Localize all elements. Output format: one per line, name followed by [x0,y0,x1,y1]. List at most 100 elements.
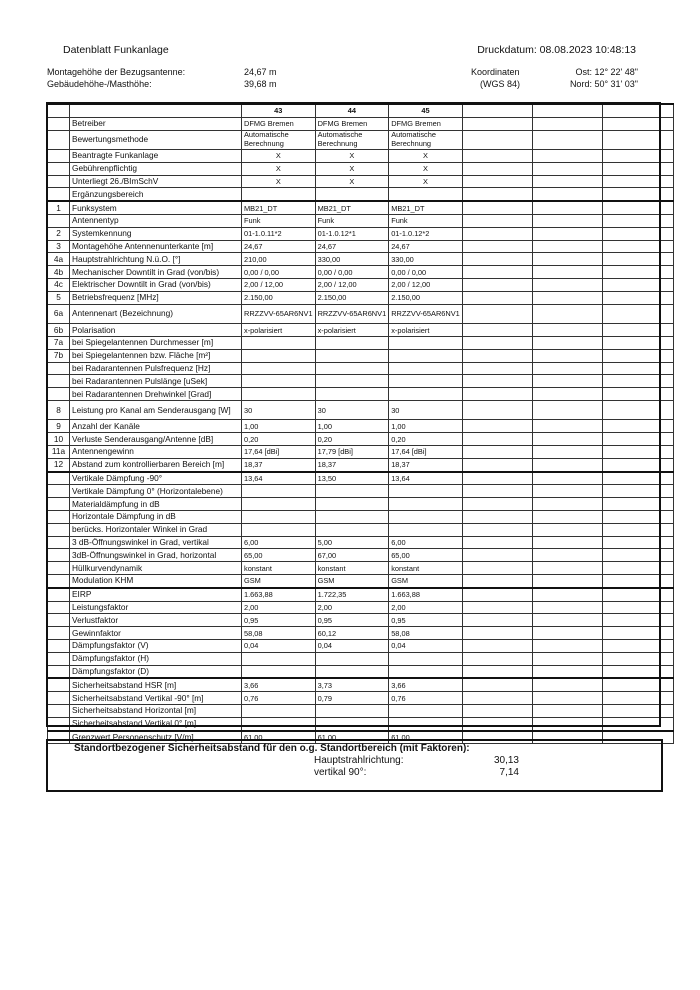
empty-cell [531,535,603,550]
table-row: 4a Hauptstrahlrichtung N.ü.O. [°] 210,00 33… [47,252,674,267]
table-row: 6a Antennenart (Bezeichnung) RRZZVV-65AR6N… [47,303,674,325]
antenna-data-table: 43 44 45 Betreiber DFMG Bremen DFMG Bremen DFM… [47,102,674,745]
table-row: 1 Funksystem MB21_DT MB21_DT MB21_DT [47,200,674,216]
empty-cell [531,600,603,615]
row-label: Hauptstrahlrichtung N.ü.O. [°] [69,252,242,267]
row-number: 6a [47,303,70,325]
row-label: berücks. Horizontaler Winkel in Grad [69,522,242,537]
value-cell [388,497,463,512]
table-row: bei Radarantennen Drehwinkel [Grad] [47,387,674,401]
row-number [47,149,70,163]
value-cell [314,387,390,401]
empty-cell [461,664,533,679]
value-cell: RRZZVV-65AR6NV1 [241,303,316,325]
value-cell: 24,67 [388,239,463,254]
value-cell: 0,04 [388,638,463,653]
value-cell [241,187,316,202]
table-row: Dämpfungsfaktor (D) [47,664,674,679]
value-cell [241,497,316,512]
row-number [47,470,70,486]
value-cell: 3,66 [388,677,463,693]
value-cell: 0,04 [314,638,390,653]
value-cell [314,522,390,537]
value-cell: 18,37 [241,457,316,473]
value-cell [314,664,390,679]
row-number [47,497,70,512]
table-row: 4c Elektrischer Downtilt in Grad (von/bis… [47,278,674,292]
empty-cell [601,664,674,679]
empty-cell [601,573,674,589]
row-label: Verluste Senderausgang/Antenne [dB] [69,432,242,447]
row-label: Sicherheitsabstand Horizontal [m] [69,703,242,718]
value-cell [314,361,390,376]
row-number [47,161,70,176]
empty-cell [531,399,603,421]
value-cell: X [314,149,390,163]
empty-cell [461,703,533,718]
row-label: Vertikale Dämpfung -90° [69,470,242,486]
row-number [47,548,70,563]
empty-cell [461,522,533,537]
empty-cell [601,626,674,640]
empty-cell [601,116,674,131]
row-number [47,586,70,602]
empty-cell [461,290,533,305]
value-cell: 2,00 [314,600,390,615]
value-cell: 1.722,35 [314,586,390,602]
value-cell [314,497,390,512]
row-label: EIRP [69,586,242,602]
empty-cell [461,399,533,421]
row-label: Antennenart (Bezeichnung) [69,303,242,325]
empty-cell [461,387,533,401]
value-cell: 1.663,88 [241,586,316,602]
column-header [531,102,603,118]
empty-cell [601,457,674,473]
table-row: bei Radarantennen Pulsfrequenz [Hz] [47,361,674,376]
value-cell: 0,95 [241,613,316,628]
table-row: Antennentyp Funk Funk Funk [47,214,674,228]
table-row: Sicherheitsabstand Vertikal -90° [m] 0,76… [47,691,674,705]
empty-cell [601,149,674,163]
document-title: Datenblatt Funkanlage [63,44,169,56]
row-number [47,626,70,640]
table-row: 3dB-Öffnungswinkel in Grad, horizontal 65… [47,548,674,563]
value-cell: 30 [241,399,316,421]
row-number [47,387,70,401]
row-label: bei Spiegelantennen bzw. Fläche [m²] [69,348,242,363]
empty-cell [601,348,674,363]
empty-cell [531,716,603,732]
value-cell: X [388,149,463,163]
row-number: 4b [47,265,70,280]
empty-cell [601,374,674,389]
empty-cell [531,497,603,512]
empty-cell [461,510,533,524]
empty-cell [601,335,674,350]
empty-cell [461,116,533,131]
empty-cell [461,161,533,176]
value-cell: 01-1.0.12*1 [314,226,390,241]
table-row: 6b Polarisation x-polarisiert x-polarisiert… [47,323,674,337]
row-label: Betreiber [69,116,242,131]
row-label: 3 dB-Öffnungswinkel in Grad, vertikal [69,535,242,550]
value-cell: 30 [314,399,390,421]
value-cell [241,510,316,524]
row-label: bei Radarantennen Pulsfrequenz [Hz] [69,361,242,376]
row-number: 9 [47,419,70,434]
empty-cell [461,252,533,267]
value-cell: 0,00 / 0,00 [241,265,316,280]
empty-cell [601,613,674,628]
value-cell: 3,73 [314,677,390,693]
row-label: Antennengewinn [69,445,242,459]
value-cell: 0,20 [241,432,316,447]
row-label: Polarisation [69,323,242,337]
row-label: Modulation KHM [69,573,242,589]
table-row: 3 dB-Öffnungswinkel in Grad, vertikal 6,0… [47,535,674,550]
empty-cell [461,716,533,732]
empty-cell [531,522,603,537]
value-cell: 2,00 / 12,00 [241,278,316,292]
row-number [47,651,70,666]
value-cell [241,716,316,732]
value-cell [388,664,463,679]
header-label-cell [69,102,242,118]
empty-cell [601,691,674,705]
